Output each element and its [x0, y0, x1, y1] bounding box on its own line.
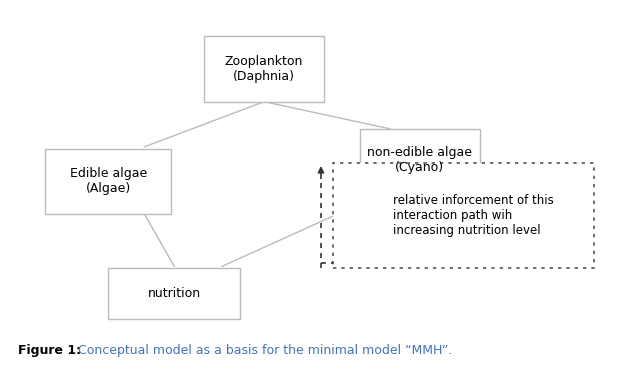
Bar [333, 163, 593, 268]
Bar [46, 149, 171, 214]
Bar [204, 37, 324, 102]
Text: Figure 1:: Figure 1: [19, 344, 82, 357]
Text: Edible algae
(Algae): Edible algae (Algae) [70, 167, 147, 195]
Text: Conceptual model as a basis for the minimal model “MMH”.: Conceptual model as a basis for the mini… [74, 344, 452, 357]
Text: non-edible algae
(Cyano): non-edible algae (Cyano) [368, 146, 472, 173]
Text: Zooplankton
(Daphnia): Zooplankton (Daphnia) [225, 55, 303, 83]
Text: nutrition: nutrition [148, 287, 201, 300]
Bar [360, 129, 480, 190]
Text: relative inforcement of this
interaction path wih
increasing nutrition level: relative inforcement of this interaction… [393, 194, 553, 237]
Bar [109, 268, 240, 319]
